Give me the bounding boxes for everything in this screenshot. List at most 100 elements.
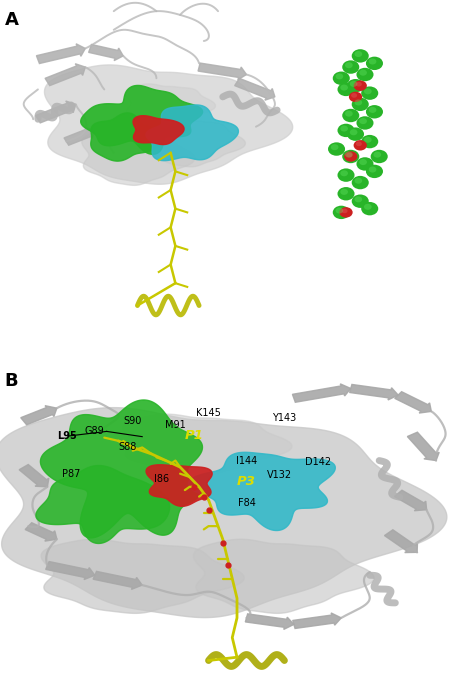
FancyArrow shape [246, 614, 294, 629]
FancyArrow shape [89, 44, 123, 61]
Circle shape [354, 81, 367, 91]
Circle shape [356, 82, 362, 86]
Polygon shape [193, 540, 374, 613]
Circle shape [352, 49, 369, 63]
FancyArrow shape [64, 127, 95, 146]
Circle shape [352, 97, 369, 111]
Polygon shape [40, 400, 202, 538]
Text: M91: M91 [165, 420, 186, 429]
Circle shape [340, 85, 348, 90]
FancyArrow shape [46, 562, 95, 580]
Polygon shape [188, 453, 335, 531]
Polygon shape [82, 129, 195, 186]
Circle shape [333, 72, 350, 85]
Text: P3: P3 [237, 475, 256, 489]
Circle shape [337, 83, 355, 96]
Polygon shape [41, 540, 244, 613]
Text: S90: S90 [124, 416, 142, 426]
Polygon shape [36, 466, 170, 544]
FancyArrow shape [292, 384, 351, 402]
Circle shape [369, 166, 376, 172]
Text: F84: F84 [237, 498, 255, 508]
FancyArrow shape [21, 406, 57, 425]
Circle shape [361, 135, 378, 148]
Circle shape [364, 204, 372, 210]
Polygon shape [45, 65, 293, 184]
Text: P87: P87 [62, 469, 80, 479]
Circle shape [346, 152, 352, 157]
Circle shape [364, 137, 372, 143]
FancyArrow shape [407, 432, 439, 461]
Polygon shape [144, 118, 246, 167]
Circle shape [350, 81, 357, 87]
Text: B: B [5, 372, 18, 390]
Polygon shape [146, 465, 212, 506]
FancyArrow shape [93, 571, 142, 589]
Circle shape [355, 99, 362, 106]
FancyArrow shape [235, 78, 275, 100]
Text: D142: D142 [304, 457, 331, 467]
Circle shape [361, 86, 378, 100]
Circle shape [356, 68, 374, 81]
Circle shape [337, 168, 355, 182]
Polygon shape [133, 116, 184, 145]
Circle shape [337, 187, 355, 201]
Circle shape [333, 206, 350, 219]
Text: V132: V132 [267, 471, 292, 480]
Text: I86: I86 [154, 473, 169, 484]
FancyArrow shape [36, 101, 76, 123]
Polygon shape [123, 414, 292, 476]
Circle shape [339, 207, 353, 217]
Circle shape [356, 141, 362, 146]
Polygon shape [81, 86, 202, 155]
Text: G89: G89 [84, 426, 104, 436]
FancyArrow shape [394, 490, 427, 511]
Circle shape [331, 144, 338, 150]
FancyArrow shape [384, 530, 418, 553]
Circle shape [349, 92, 362, 102]
Circle shape [347, 79, 364, 92]
Circle shape [344, 151, 357, 161]
Text: K145: K145 [196, 408, 221, 418]
Text: I144: I144 [236, 455, 257, 466]
Circle shape [347, 128, 364, 141]
Circle shape [361, 202, 378, 215]
Polygon shape [146, 105, 238, 161]
FancyArrow shape [198, 63, 246, 80]
Polygon shape [0, 408, 447, 618]
Circle shape [345, 62, 353, 68]
FancyArrow shape [36, 43, 85, 63]
FancyArrow shape [293, 613, 341, 629]
Circle shape [355, 178, 362, 184]
Circle shape [356, 157, 374, 170]
Circle shape [328, 142, 345, 156]
Circle shape [355, 51, 362, 57]
Circle shape [364, 88, 372, 95]
Circle shape [351, 93, 357, 98]
Circle shape [342, 208, 347, 213]
Circle shape [342, 109, 359, 122]
Circle shape [366, 165, 383, 178]
Circle shape [366, 105, 383, 119]
Circle shape [356, 116, 374, 130]
Circle shape [340, 170, 348, 176]
Polygon shape [91, 113, 162, 161]
FancyArrow shape [395, 392, 431, 413]
Text: P1: P1 [185, 429, 204, 442]
Text: A: A [5, 11, 18, 29]
FancyArrow shape [350, 384, 398, 400]
Circle shape [371, 150, 388, 164]
Circle shape [374, 152, 381, 157]
Circle shape [369, 59, 376, 64]
Circle shape [369, 107, 376, 113]
FancyArrow shape [19, 464, 49, 487]
Circle shape [336, 208, 343, 213]
FancyArrow shape [45, 63, 85, 86]
Circle shape [354, 140, 367, 150]
Circle shape [337, 124, 355, 137]
Circle shape [366, 57, 383, 70]
Circle shape [342, 60, 359, 74]
Circle shape [336, 73, 343, 79]
FancyArrow shape [25, 523, 57, 541]
Circle shape [342, 150, 359, 164]
